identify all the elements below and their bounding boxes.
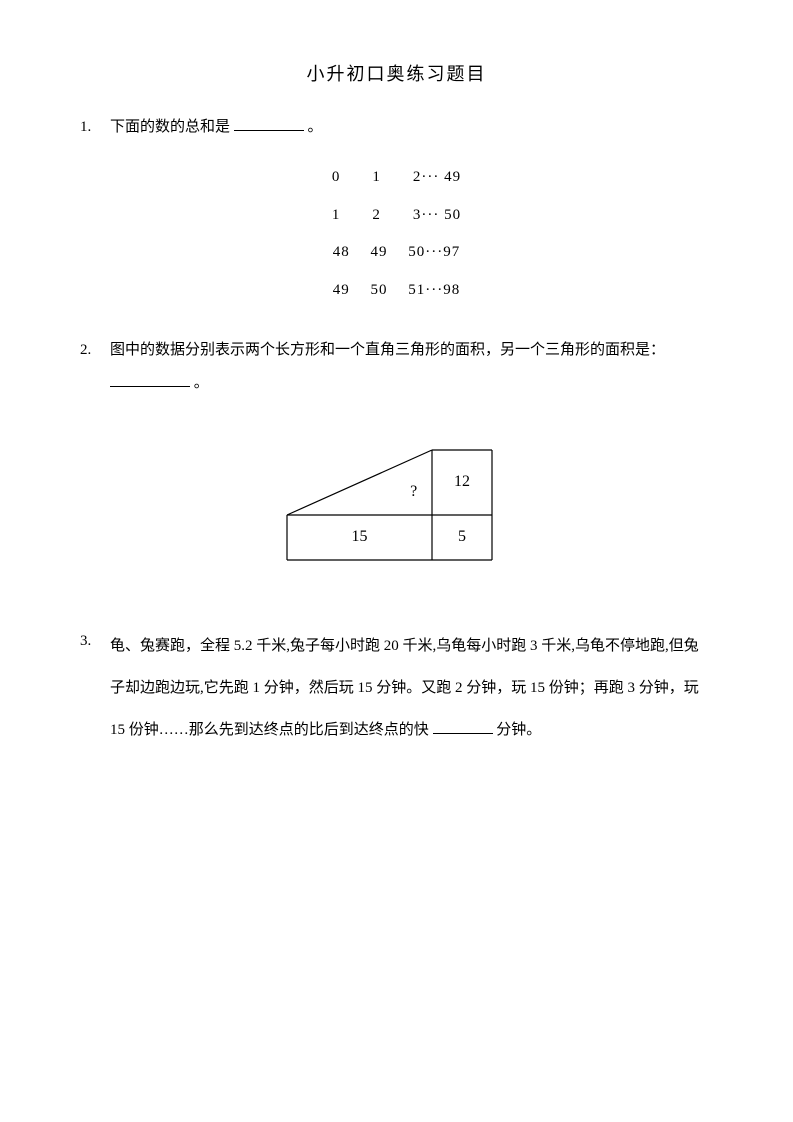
- q3-text-before: 龟、兔赛跑，全程 5.2 千米,兔子每小时跑 20 千米,乌龟每小时跑 3 千米…: [110, 638, 699, 738]
- svg-text:12: 12: [454, 473, 470, 490]
- q2-blank: [110, 369, 190, 387]
- q1-text-before: 下面的数的总和是: [110, 119, 230, 135]
- q1-text-after: 。: [308, 119, 323, 135]
- svg-text:5: 5: [458, 528, 466, 545]
- q1-row-1: 1 2 3··· 50: [80, 197, 713, 235]
- q3-text-after: 分钟。: [496, 722, 541, 738]
- q3-body: 龟、兔赛跑，全程 5.2 千米,兔子每小时跑 20 千米,乌龟每小时跑 3 千米…: [110, 625, 713, 751]
- svg-text:?: ?: [410, 483, 417, 500]
- q1-row-0: 0 1 2··· 49: [80, 159, 713, 197]
- question-3: 3. 龟、兔赛跑，全程 5.2 千米,兔子每小时跑 20 千米,乌龟每小时跑 3…: [80, 625, 713, 751]
- svg-text:15: 15: [351, 528, 367, 545]
- q1-row-3: 49 50 51···98: [80, 272, 713, 310]
- q1-body: 下面的数的总和是 。: [110, 111, 713, 144]
- page-title: 小升初口奥练习题目: [80, 60, 713, 86]
- q2-diagram: ? 12 15 5: [80, 430, 713, 585]
- q2-body: 图中的数据分别表示两个长方形和一个直角三角形的面积，另一个三角形的面积是： 。: [110, 334, 713, 400]
- q3-blank: [433, 716, 493, 734]
- q1-blank: [234, 113, 304, 131]
- q2-text: 图中的数据分别表示两个长方形和一个直角三角形的面积，另一个三角形的面积是：: [110, 342, 665, 358]
- question-2: 2. 图中的数据分别表示两个长方形和一个直角三角形的面积，另一个三角形的面积是：…: [80, 334, 713, 585]
- geometry-diagram: ? 12 15 5: [267, 430, 527, 580]
- q1-row-2: 48 49 50···97: [80, 234, 713, 272]
- q2-number: 2.: [80, 334, 110, 400]
- question-1: 1. 下面的数的总和是 。 0 1 2··· 49 1 2 3··· 50 48…: [80, 111, 713, 309]
- q2-text-after: 。: [194, 375, 209, 391]
- q1-number-grid: 0 1 2··· 49 1 2 3··· 50 48 49 50···97 49…: [80, 159, 713, 309]
- q3-number: 3.: [80, 625, 110, 751]
- q1-number: 1.: [80, 111, 110, 144]
